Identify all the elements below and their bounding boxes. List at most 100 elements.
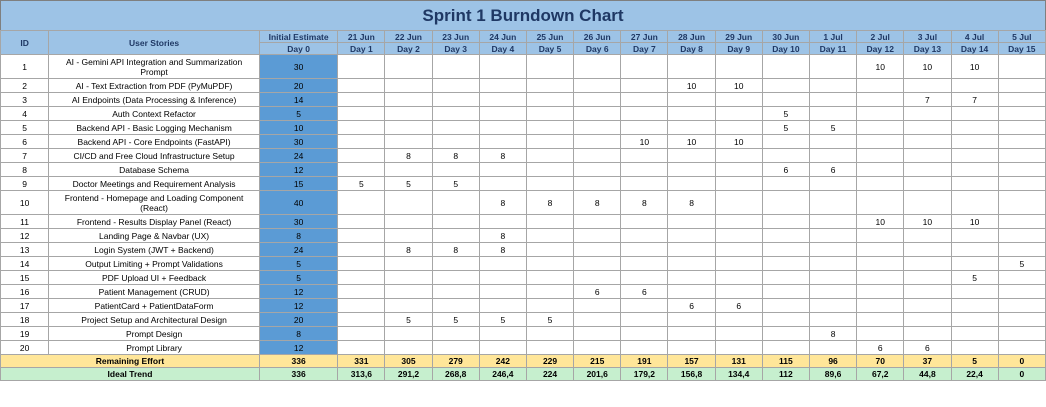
story-id: 19 (0, 326, 50, 341)
effort-cell: 5 (525, 312, 575, 327)
effort-cell (337, 284, 386, 299)
effort-cell (620, 92, 669, 107)
effort-cell (620, 340, 669, 355)
effort-cell (950, 340, 999, 355)
effort-cell (903, 162, 952, 177)
day-header: Day 5 (525, 42, 575, 55)
date-header: 29 Jun (714, 30, 763, 43)
effort-cell (667, 54, 716, 79)
effort-cell: 5 (997, 256, 1046, 271)
effort-cell: 8 (431, 148, 480, 163)
effort-cell (573, 54, 622, 79)
effort-cell (384, 284, 433, 299)
effort-cell (997, 214, 1046, 229)
initial-estimate: 30 (258, 54, 339, 79)
day-header: Day 9 (714, 42, 763, 55)
story-id: 16 (0, 284, 50, 299)
effort-cell (667, 312, 716, 327)
effort-cell (950, 242, 999, 257)
initial-estimate: 12 (258, 284, 339, 299)
table-row: 5 Backend API - Basic Logging Mechanism 10… (0, 120, 1046, 135)
effort-cell (573, 312, 622, 327)
effort-cell (667, 256, 716, 271)
effort-cell (478, 120, 527, 135)
effort-cell (950, 120, 999, 135)
date-header: 22 Jun (384, 30, 433, 43)
effort-cell: 8 (478, 242, 527, 257)
effort-cell (808, 340, 858, 355)
initial-estimate: 15 (258, 176, 339, 191)
effort-cell (856, 256, 905, 271)
effort-cell (337, 120, 386, 135)
effort-cell (761, 284, 810, 299)
effort-cell (525, 120, 575, 135)
story-name: AI - Gemini API Integration and Summariz… (48, 54, 260, 79)
effort-cell (620, 256, 669, 271)
date-header: 4 Jul (950, 30, 999, 43)
ideal-trend-row-cell: 156,8 (667, 367, 716, 381)
effort-cell (997, 298, 1046, 313)
effort-cell (478, 340, 527, 355)
effort-cell (525, 242, 575, 257)
effort-cell (337, 134, 386, 149)
effort-cell (667, 92, 716, 107)
effort-cell: 10 (950, 54, 999, 79)
effort-cell (856, 148, 905, 163)
effort-cell: 6 (903, 340, 952, 355)
effort-cell (761, 256, 810, 271)
effort-cell (620, 162, 669, 177)
effort-cell (997, 176, 1046, 191)
ideal-trend-row-label: Ideal Trend (0, 367, 260, 381)
effort-cell: 10 (620, 134, 669, 149)
effort-cell: 7 (903, 92, 952, 107)
effort-cell (337, 214, 386, 229)
effort-cell (856, 190, 905, 215)
effort-cell (761, 242, 810, 257)
day-header: Day 1 (337, 42, 386, 55)
effort-cell (431, 162, 480, 177)
effort-cell (714, 228, 763, 243)
effort-cell (950, 284, 999, 299)
effort-cell (856, 242, 905, 257)
effort-cell (903, 284, 952, 299)
story-name: PatientCard + PatientDataForm (48, 298, 260, 313)
ideal-trend-row-cell: 201,6 (573, 367, 622, 381)
initial-estimate: 5 (258, 106, 339, 121)
effort-cell (997, 148, 1046, 163)
effort-cell (478, 214, 527, 229)
ideal-trend-row-cell: 44,8 (903, 367, 952, 381)
story-name: Landing Page & Navbar (UX) (48, 228, 260, 243)
effort-cell (573, 228, 622, 243)
effort-cell (856, 120, 905, 135)
effort-cell (903, 326, 952, 341)
effort-cell: 6 (714, 298, 763, 313)
effort-cell (337, 312, 386, 327)
story-name: AI - Text Extraction from PDF (PyMuPDF) (48, 78, 260, 93)
effort-cell (714, 54, 763, 79)
effort-cell (808, 78, 858, 93)
effort-cell (997, 106, 1046, 121)
effort-cell (808, 148, 858, 163)
effort-cell (525, 214, 575, 229)
day-header: Day 11 (808, 42, 858, 55)
ideal-trend-row-cell: 224 (525, 367, 575, 381)
effort-cell (997, 242, 1046, 257)
effort-cell (620, 78, 669, 93)
table-row: 8 Database Schema 12 6 6 (0, 162, 1046, 177)
date-header: 23 Jun (431, 30, 480, 43)
effort-cell (384, 106, 433, 121)
table-row: 14 Output Limiting + Prompt Validations 5 5 (0, 256, 1046, 271)
day-header: Day 14 (950, 42, 999, 55)
effort-cell (856, 176, 905, 191)
effort-cell: 10 (856, 54, 905, 79)
day-header: Day 15 (997, 42, 1046, 55)
effort-cell (808, 92, 858, 107)
effort-cell (714, 106, 763, 121)
effort-cell: 5 (950, 270, 999, 285)
effort-cell (903, 78, 952, 93)
effort-cell (761, 92, 810, 107)
effort-cell (620, 214, 669, 229)
effort-cell (856, 92, 905, 107)
initial-estimate: 8 (258, 228, 339, 243)
date-header: 24 Jun (478, 30, 527, 43)
